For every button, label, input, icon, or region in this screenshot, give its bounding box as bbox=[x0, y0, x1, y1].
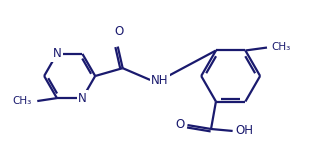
Text: N: N bbox=[52, 47, 61, 60]
Text: CH₃: CH₃ bbox=[271, 41, 290, 52]
Text: NH: NH bbox=[151, 74, 169, 87]
Text: CH₃: CH₃ bbox=[12, 96, 31, 106]
Text: O: O bbox=[114, 25, 123, 38]
Text: OH: OH bbox=[236, 124, 253, 137]
Text: O: O bbox=[175, 118, 184, 131]
Text: N: N bbox=[78, 92, 87, 105]
